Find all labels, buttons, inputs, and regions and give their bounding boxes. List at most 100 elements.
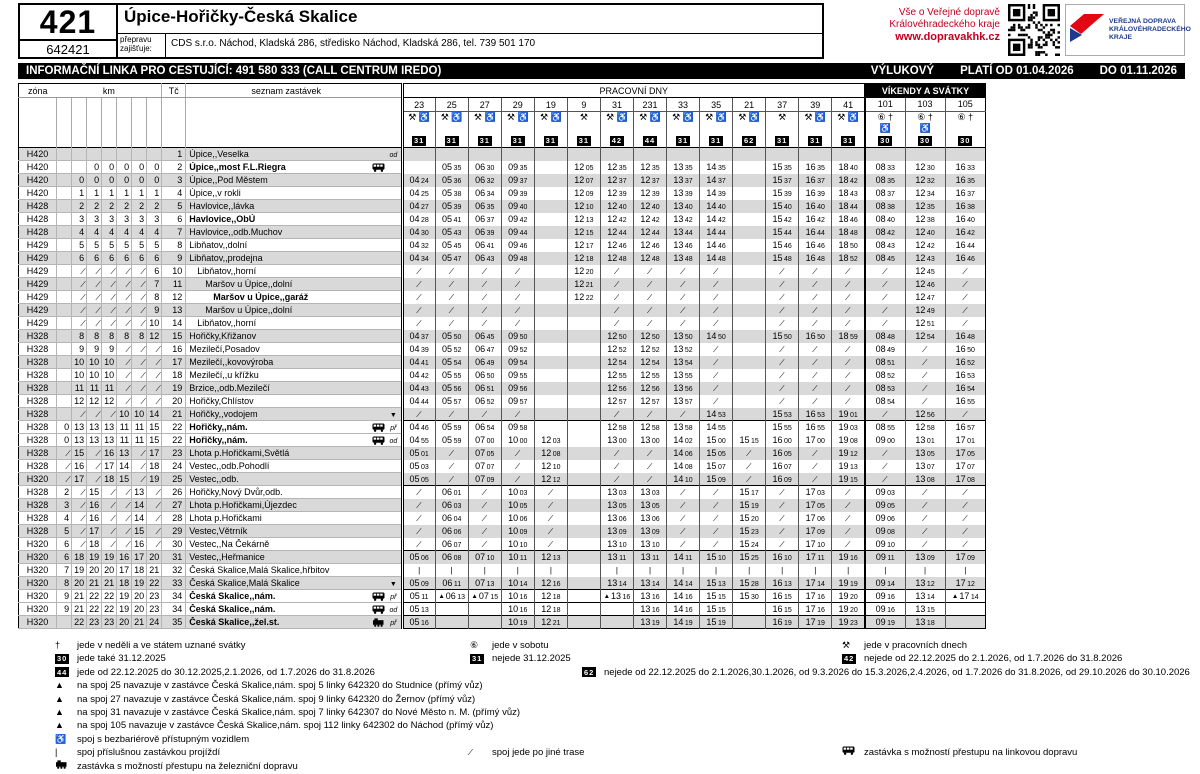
other-route-mark: ∕ (847, 266, 849, 276)
time-cell: 14 14 (666, 576, 700, 590)
legend-row: zastávka s možností přestupu na železnič… (55, 760, 1200, 773)
stop-name: Česká Skalice,Malá Skalice (189, 578, 300, 588)
other-route-mark: ∕ (484, 500, 486, 510)
stop-name: Libňatov,,horní (197, 318, 257, 328)
legend-text: nejede od 22.12.2025 do 2.1.2026,30.1.20… (604, 666, 1190, 678)
time-cell (467, 602, 502, 616)
time-cell: ∕ (666, 537, 700, 551)
note-badge: 31 (510, 135, 525, 146)
km-cell: 9 (101, 342, 117, 356)
km-cell: 10 (71, 368, 87, 382)
km-cell (56, 316, 72, 330)
stop-number-cell: 34 (161, 602, 186, 616)
time-cell (732, 147, 766, 161)
note-badge: 30 (55, 653, 70, 664)
other-route-mark: ∕ (814, 318, 816, 328)
other-route-mark: ∕ (884, 279, 886, 289)
time-cell: 07 10 (467, 550, 502, 564)
time-cell: 13 58 (666, 420, 700, 434)
time-cell: 13 00 (632, 433, 667, 447)
trip-symbols: ⚒ ♿ (798, 111, 832, 134)
time-cell: 17 09 (944, 550, 986, 564)
km-cell: ∕ (56, 446, 72, 460)
km-cell: 18 (146, 459, 162, 473)
time-cell: 05 38 (434, 186, 469, 200)
passes-stop-mark: | (814, 566, 817, 575)
time-cell: 12 39 (599, 186, 634, 200)
workday-icon: ⚒ (778, 112, 787, 122)
km-cell: 20 (86, 563, 102, 577)
km-cell: ∕ (101, 303, 117, 317)
line-number: 421 (20, 5, 116, 41)
other-route-mark: ∕ (884, 473, 886, 484)
time-cell: 05 13 (400, 602, 436, 616)
time-cell: 06 03 (434, 498, 469, 512)
time-cell: 12 18 (533, 589, 568, 603)
time-cell: 12 17 (566, 238, 601, 252)
time-cell (566, 537, 601, 551)
stop-name: Hořičky,Nový Dvůr,odb. (189, 487, 283, 497)
time-cell: ∕ (400, 290, 436, 304)
time-cell: 06 47 (467, 342, 502, 356)
time-cell: 06 11 (434, 576, 469, 590)
time-cell (566, 524, 601, 538)
time-cell: ∕ (831, 290, 865, 304)
time-cell: ∕ (732, 446, 766, 460)
time-cell: 05 47 (434, 251, 469, 265)
workday-icon: ⚒ (842, 640, 851, 650)
other-route-mark: ∕ (550, 538, 552, 549)
time-cell: 08 53 (863, 381, 906, 395)
time-cell: ∕ (798, 381, 832, 395)
time-cell (732, 160, 766, 174)
other-route-mark: ∕ (517, 305, 519, 315)
km-cell: 16 (86, 498, 102, 512)
time-cell: ∕ (467, 277, 502, 291)
time-cell: ∕ (467, 264, 502, 278)
wheelchair-icon: ♿ (55, 733, 67, 744)
marker-cell (386, 238, 403, 252)
stop-row: H320 9 21 22 22 19 20 23 34 Česká Skalice,,nám. od… (18, 602, 986, 616)
holiday-icon: † (927, 112, 933, 122)
km-cell: 4 (86, 225, 102, 239)
time-cell: ∕ (765, 355, 799, 369)
other-route-mark: ∕ (715, 266, 717, 276)
stop-name-cell: Hořičky,Nový Dvůr,odb. (185, 485, 387, 499)
time-cell: ∕ (467, 537, 502, 551)
time-cell: 08 45 (863, 251, 906, 265)
promo-url-link[interactable]: www.dopravakhk.cz (895, 31, 1000, 43)
time-cell: 14 16 (666, 602, 700, 616)
trip-symbols: ⚒ ♿ (732, 111, 766, 134)
marker-cell (386, 459, 403, 473)
wheelchair-icon: ♿ (682, 112, 694, 122)
time-cell: 16 15 (765, 589, 799, 603)
km-cell: ∕ (131, 303, 147, 317)
km-cell: 5 (116, 238, 132, 252)
time-cell (434, 147, 469, 161)
time-cell: 12 32 (904, 173, 946, 187)
time-cell: 06 43 (467, 251, 502, 265)
km-cell (56, 329, 72, 343)
time-cell: 17 00 (798, 433, 832, 447)
time-cell: | (944, 563, 986, 577)
time-cell: 06 41 (467, 238, 502, 252)
time-cell: ∕ (863, 303, 906, 317)
time-cell (566, 433, 601, 447)
time-cell: ∕ (831, 524, 865, 538)
time-cell (566, 511, 601, 525)
km-cell: 11 (131, 420, 147, 434)
passes-stop-mark: | (549, 566, 552, 575)
time-cell: 15 44 (765, 225, 799, 239)
time-cell: 09 19 (863, 615, 906, 629)
km-cell: 4 (71, 225, 87, 239)
time-cell: ∕ (831, 303, 865, 317)
time-cell: 06 01 (434, 485, 469, 499)
time-cell (533, 342, 568, 356)
other-route-mark: ∕ (924, 526, 926, 536)
trip-note-cell: 31 (699, 134, 733, 148)
time-cell: 04 37 (400, 329, 436, 343)
time-cell (732, 394, 766, 408)
km-cell: 5 (146, 238, 162, 252)
arrive-depart-label: od (389, 152, 398, 159)
legend-text: na spoj 25 navazuje v zastávce Česká Ska… (77, 680, 483, 692)
time-cell: 10 00 (500, 433, 535, 447)
